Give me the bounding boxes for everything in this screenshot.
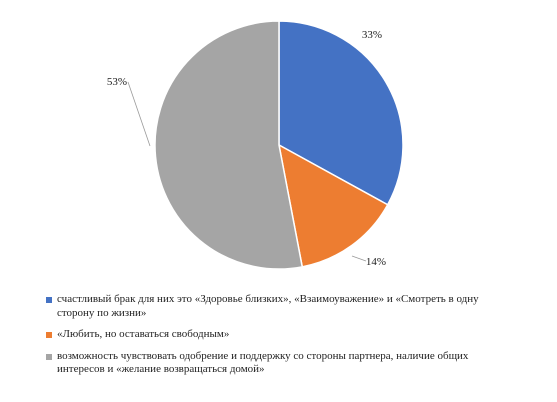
legend-swatch-3 [46,353,52,360]
pie-slice-2 [277,143,389,268]
leader-line-3 [127,81,151,147]
legend-label-1: счастливый брак для них это «Здоровье бл… [57,293,479,319]
data-label-2: 14% [366,256,386,268]
data-label-1: 33% [362,29,382,41]
legend-swatch-2 [46,332,52,338]
pie-chart: 33% 14% 53% [107,20,404,270]
leader-line-2 [351,255,367,262]
legend-item-1: счастливый брак для них это «Здоровье бл… [46,293,516,320]
legend-label-2: «Любить, но оставаться свободным» [57,328,230,340]
legend: счастливый брак для них это «Здоровье бл… [46,293,516,385]
legend-swatch-1 [46,297,52,303]
pie-slice-3 [154,20,304,270]
legend-label-3: возможность чувствовать одобрение и подд… [57,349,469,376]
legend-item-2: «Любить, но оставаться свободным» [46,328,516,342]
legend-item-3: возможность чувствовать одобрение и подд… [46,350,516,377]
pie-slice-1 [278,20,404,206]
data-label-3: 53% [107,76,127,88]
